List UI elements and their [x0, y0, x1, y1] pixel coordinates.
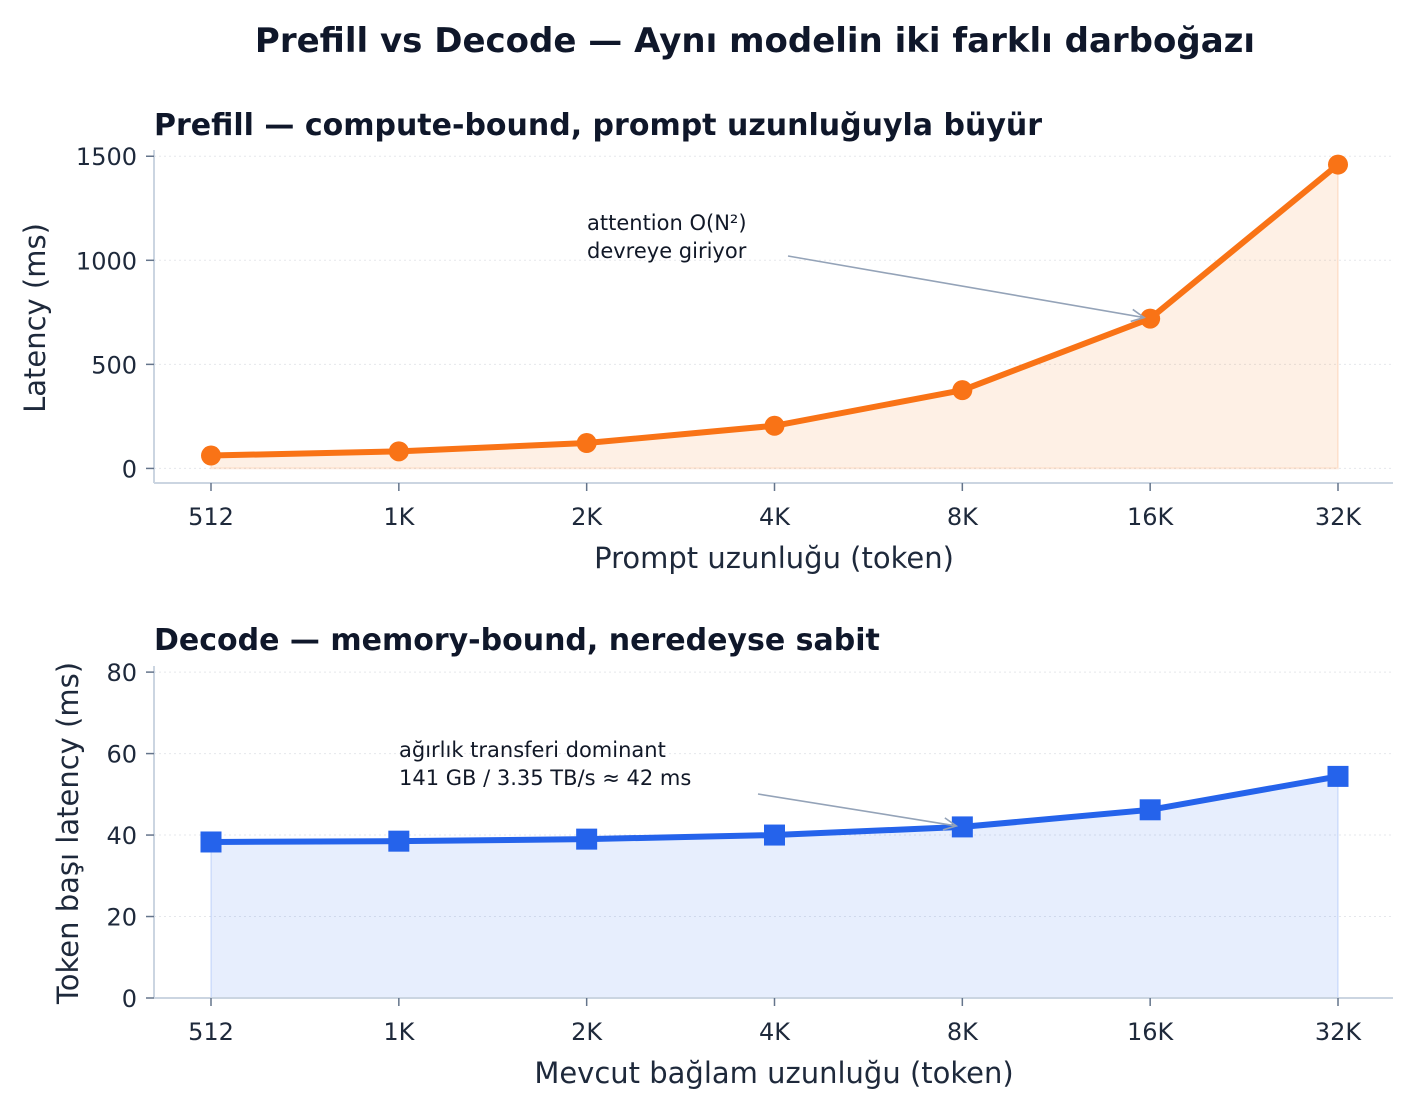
decode-annotation-arrowhead [942, 817, 959, 831]
decode-x-tick-label: 4K [759, 1018, 791, 1046]
decode-x-tick-label: 2K [571, 1018, 603, 1046]
decode-x-axis-label: Mevcut bağlam uzunluğu (token) [534, 1056, 1013, 1090]
prefill-point-1K [388, 441, 409, 462]
decode-chart-title: Decode — memory-bound, neredeyse sabit [154, 623, 880, 658]
decode-y-tick-label: 20 [106, 904, 137, 932]
prefill-x-tick-label: 512 [188, 503, 234, 531]
decode-point-2K [576, 828, 598, 850]
prefill-y-axis-label: Latency (ms) [18, 223, 52, 413]
decode-y-tick-label: 80 [106, 659, 137, 687]
prefill-x-tick-label: 1K [383, 503, 415, 531]
decode-point-4K [764, 824, 785, 846]
decode-x-tick-label: 1K [383, 1018, 415, 1046]
prefill-point-4K [764, 415, 785, 436]
prefill-point-8K [952, 380, 973, 401]
decode-point-16K [1139, 799, 1161, 821]
prefill-y-tick-label: 1000 [76, 247, 137, 275]
decode-annotation-line-2: 141 GB / 3.35 TB/s ≈ 42 ms [399, 766, 691, 790]
decode-annotation-arrow [757, 793, 957, 827]
prefill-y-tick-label: 500 [91, 351, 137, 379]
prefill-annotation-arrow [787, 255, 1145, 319]
prefill-point-2K [576, 433, 597, 454]
decode-area-fill [210, 775, 1339, 999]
prefill-y-tick-label: 1500 [76, 143, 137, 171]
decode-x-tick-label: 8K [947, 1018, 979, 1046]
decode-point-512 [200, 831, 222, 853]
prefill-annotation-line-1: attention O(N²) [587, 211, 747, 235]
prefill-x-tick-label: 4K [759, 503, 791, 531]
decode-x-tick-label: 16K [1127, 1018, 1175, 1046]
decode-point-1K [388, 830, 410, 852]
figure-title: Prefill vs Decode — Aynı modelin iki far… [255, 21, 1255, 61]
prefill-point-32K [1328, 154, 1348, 175]
decode-chart: Decode — memory-bound, neredeyse sabit a… [51, 623, 1393, 1090]
prefill-x-tick-label: 2K [571, 503, 603, 531]
prefill-annotation-arrowhead [1130, 308, 1146, 323]
prefill-x-tick-label: 8K [947, 503, 979, 531]
decode-point-8K [951, 816, 973, 838]
prefill-x-axis-label: Prompt uzunluğu (token) [594, 541, 954, 575]
prefill-annotation: attention O(N²) devreye giriyor [587, 211, 1146, 323]
decode-y-tick-label: 40 [106, 822, 137, 850]
decode-x-tick-label: 32K [1315, 1018, 1363, 1046]
decode-point-32K [1327, 765, 1349, 787]
prefill-x-tick-label: 16K [1127, 503, 1175, 531]
prefill-y-tick-label: 0 [122, 455, 137, 483]
decode-y-tick-label: 0 [122, 985, 137, 1013]
decode-y-tick-label: 60 [106, 741, 137, 769]
prefill-chart-title: Prefill — compute-bound, prompt uzunluğu… [154, 108, 1042, 143]
prefill-annotation-line-2: devreye giriyor [587, 239, 747, 263]
prefill-point-512 [201, 445, 221, 466]
decode-y-axis-label: Token başı latency (ms) [51, 662, 85, 1005]
decode-annotation-line-1: ağırlık transferi dominant [399, 738, 666, 762]
prefill-point-16K [1140, 308, 1161, 329]
decode-annotation: ağırlık transferi dominant 141 GB / 3.35… [399, 738, 959, 831]
prefill-x-tick-label: 32K [1315, 503, 1363, 531]
prefill-chart: Prefill — compute-bound, prompt uzunluğu… [18, 108, 1393, 575]
decode-x-tick-label: 512 [188, 1018, 234, 1046]
